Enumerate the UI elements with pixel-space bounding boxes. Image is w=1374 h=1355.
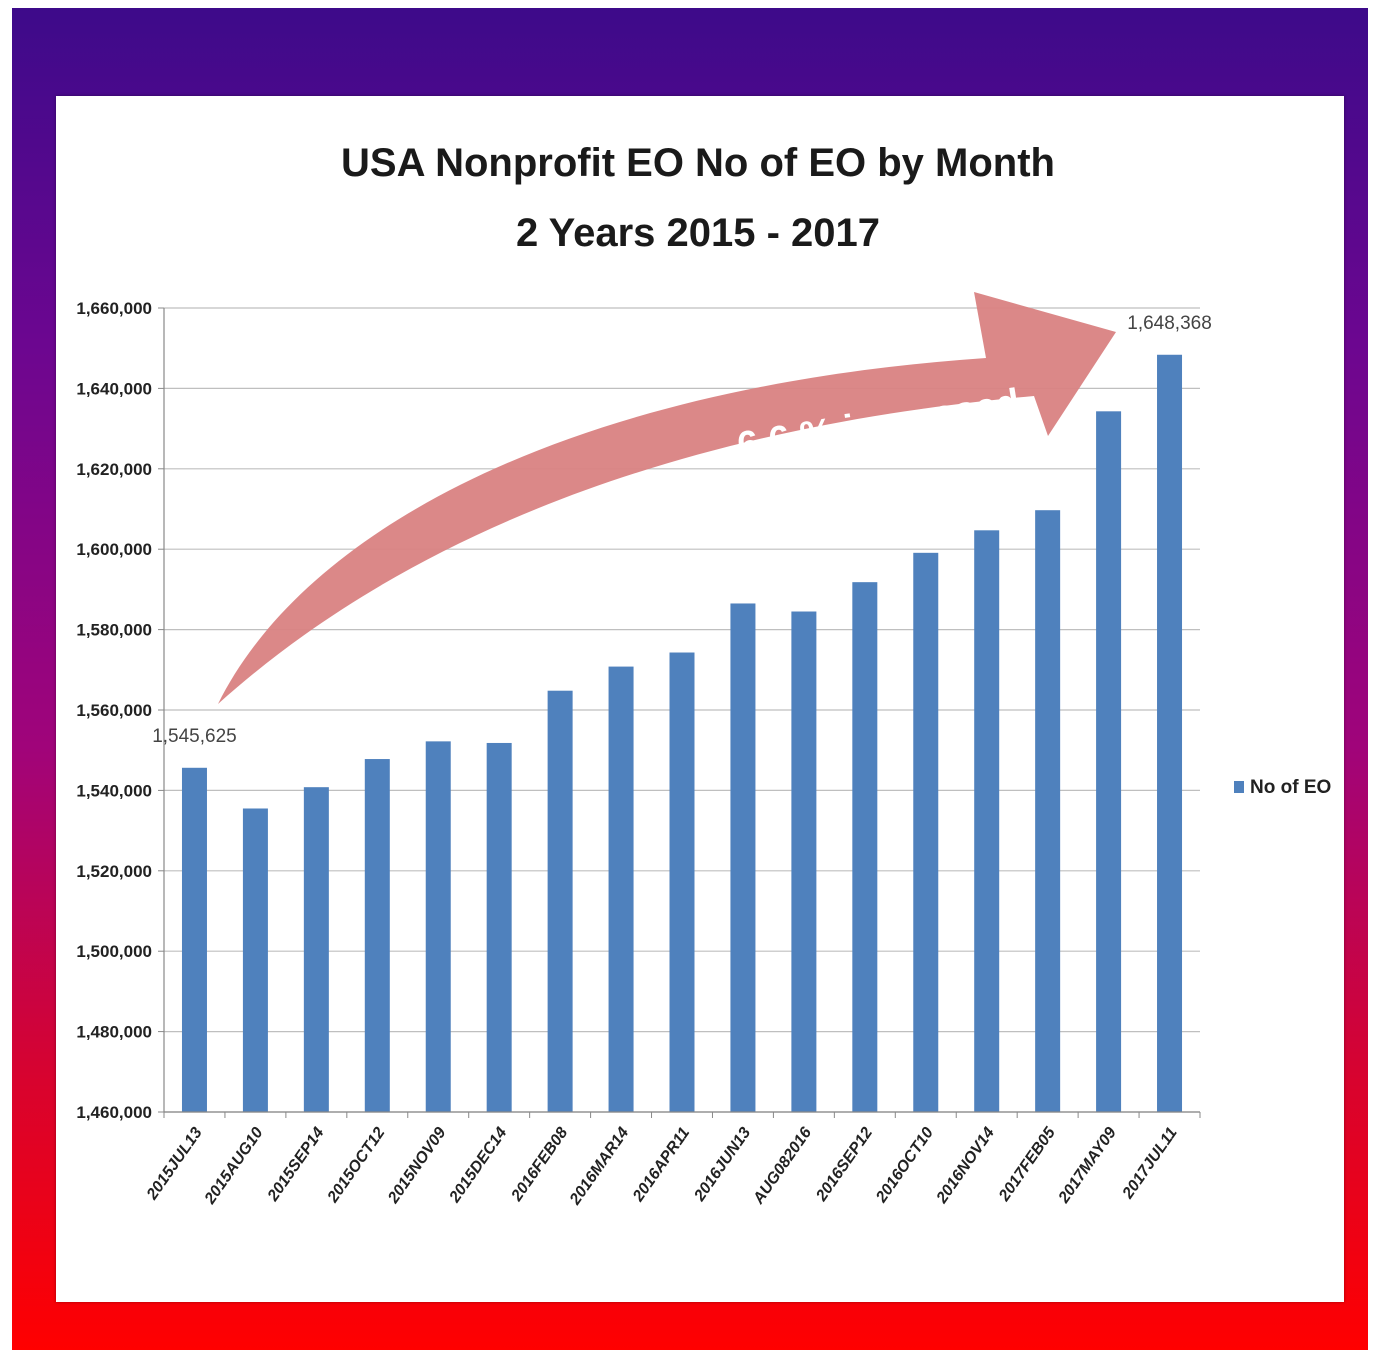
x-tick-label: 2017FEB05 (995, 1124, 1059, 1205)
bar-chart: USA Nonprofit EO No of EO by Month 2 Yea… (76, 141, 1331, 1209)
bar (425, 741, 451, 1112)
bars (181, 354, 1183, 1113)
x-tick-label: 2016OCT10 (873, 1124, 938, 1206)
bar (547, 690, 573, 1112)
y-tick-label: 1,460,000 (76, 1103, 152, 1122)
x-tick-label: 2015OCT12 (324, 1124, 389, 1206)
bar (852, 582, 878, 1112)
bar (791, 611, 817, 1112)
y-tick-label: 1,600,000 (76, 540, 152, 559)
x-tick-label: 2015JUL13 (143, 1124, 206, 1203)
bar (913, 552, 939, 1112)
legend-swatch (1234, 781, 1244, 793)
chart-title: USA Nonprofit EO No of EO by Month 2 Yea… (341, 141, 1055, 255)
y-axis-ticks: 1,460,000 1,480,000 1,500,000 1,520,000 1,54… (76, 299, 152, 1122)
bar (303, 787, 329, 1112)
legend-label: No of EO (1250, 777, 1331, 798)
x-tick-label: 2016JUN13 (691, 1124, 755, 1205)
y-tick-label: 1,520,000 (76, 862, 152, 881)
x-tick-label: 2016FEB08 (508, 1124, 572, 1205)
bar (1035, 510, 1061, 1112)
bar (669, 652, 695, 1112)
x-tick-label: 2016NOV14 (933, 1124, 998, 1207)
bar (364, 759, 390, 1112)
legend: No of EO (1234, 777, 1331, 798)
y-tick-label: 1,540,000 (76, 781, 152, 800)
x-tick-label: 2017JUL11 (1119, 1124, 1181, 1202)
x-tick-label: 2015NOV09 (385, 1124, 450, 1207)
bar (608, 666, 634, 1112)
bar (1157, 354, 1183, 1113)
increase-arrow-shape (218, 292, 1116, 704)
x-tick-label: 2016APR11 (629, 1124, 693, 1205)
y-tick-label: 1,580,000 (76, 621, 152, 640)
data-labels: 1,545,625 1,648,368 (152, 313, 1212, 747)
gradient-frame: USA Nonprofit EO No of EO by Month 2 Yea… (12, 8, 1368, 1350)
x-axis-ticks: 2015JUL132015AUG102015SEP142015OCT122015… (143, 1124, 1181, 1209)
y-tick-label: 1,620,000 (76, 460, 152, 479)
axes (163, 308, 1201, 1118)
x-tick-label: 2016MAR14 (566, 1124, 632, 1208)
x-tick-label: 2015AUG10 (201, 1124, 267, 1208)
bar (974, 530, 1000, 1112)
bar (181, 767, 207, 1112)
x-tick-label: AUG082016 (750, 1124, 816, 1208)
data-label: 1,545,625 (152, 726, 237, 747)
x-tick-label: 2017MAY09 (1055, 1124, 1120, 1207)
y-tick-label: 1,500,000 (76, 942, 152, 961)
y-tick-label: 1,660,000 (76, 299, 152, 318)
title-line-2: 2 Years 2015 - 2017 (516, 211, 880, 255)
title-line-1: USA Nonprofit EO No of EO by Month (341, 141, 1055, 185)
x-tick-label: 2015DEC14 (446, 1124, 511, 1206)
bar (730, 603, 756, 1112)
x-tick-label: 2016SEP12 (813, 1124, 877, 1205)
data-label: 1,648,368 (1127, 313, 1212, 334)
y-tick-label: 1,560,000 (76, 701, 152, 720)
bar (486, 742, 512, 1112)
bar (242, 808, 268, 1112)
y-tick-label: 1,640,000 (76, 379, 152, 398)
chart-panel: USA Nonprofit EO No of EO by Month 2 Yea… (56, 96, 1344, 1302)
x-tick-label: 2015SEP14 (264, 1124, 328, 1205)
y-tick-label: 1,480,000 (76, 1023, 152, 1042)
bar (1096, 411, 1122, 1113)
